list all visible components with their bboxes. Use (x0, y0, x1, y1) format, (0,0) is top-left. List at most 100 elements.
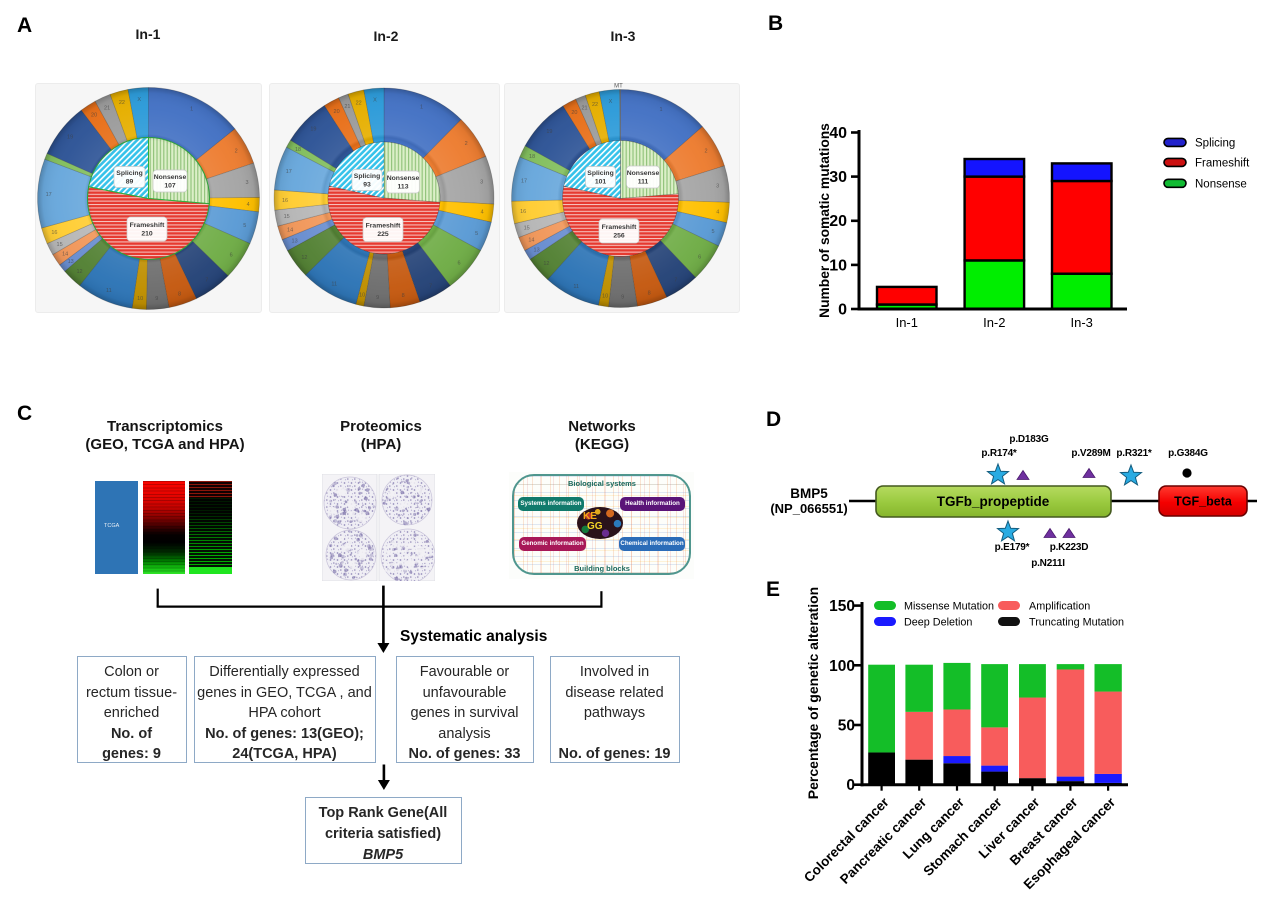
svg-text:14: 14 (287, 228, 293, 234)
svg-text:3: 3 (480, 180, 483, 186)
svg-text:Truncating Mutation: Truncating Mutation (1029, 617, 1124, 629)
svg-text:Frameshift: Frameshift (366, 222, 401, 229)
svg-text:15: 15 (524, 225, 530, 231)
svg-text:In-3: In-3 (1070, 315, 1092, 330)
svg-text:16: 16 (51, 230, 57, 236)
svg-text:Splicing: Splicing (1195, 137, 1235, 149)
svg-text:Splicing: Splicing (116, 170, 142, 177)
svg-text:9: 9 (155, 296, 158, 302)
svg-text:30: 30 (829, 169, 847, 186)
svg-text:11: 11 (106, 288, 112, 294)
svg-text:20: 20 (334, 109, 340, 115)
svg-text:7: 7 (674, 278, 677, 284)
svg-text:9: 9 (376, 295, 379, 301)
svg-text:101: 101 (595, 178, 607, 185)
svg-text:5: 5 (711, 229, 714, 235)
svg-text:4: 4 (481, 210, 484, 216)
svg-text:1: 1 (190, 106, 193, 112)
svg-text:22: 22 (356, 100, 362, 106)
svg-text:22: 22 (592, 102, 598, 108)
svg-text:19: 19 (310, 127, 316, 133)
svg-text:(NP_066551): (NP_066551) (770, 501, 847, 516)
svg-text:MT: MT (614, 84, 623, 90)
svg-text:TGFb_propeptide: TGFb_propeptide (937, 494, 1050, 509)
svg-text:4: 4 (247, 202, 250, 208)
svg-text:13: 13 (292, 239, 298, 245)
svg-text:5: 5 (475, 231, 478, 237)
svg-text:0: 0 (838, 302, 847, 319)
svg-text:17: 17 (521, 179, 527, 185)
svg-text:12: 12 (543, 261, 549, 267)
svg-text:Nonsense: Nonsense (1195, 178, 1247, 190)
svg-text:93: 93 (363, 181, 371, 188)
svg-text:p.R321*: p.R321* (1116, 448, 1152, 459)
svg-text:X: X (609, 99, 613, 105)
svg-text:20: 20 (571, 110, 577, 116)
svg-text:9: 9 (621, 295, 624, 301)
svg-text:3: 3 (245, 180, 248, 186)
svg-text:15: 15 (57, 242, 63, 248)
svg-text:Frameshift: Frameshift (1195, 157, 1250, 169)
svg-text:256: 256 (613, 232, 625, 239)
svg-text:2: 2 (465, 141, 468, 147)
svg-text:3: 3 (716, 183, 719, 189)
svg-text:7: 7 (205, 278, 208, 284)
svg-text:Frameshift: Frameshift (130, 222, 165, 229)
svg-text:210: 210 (141, 230, 153, 237)
svg-text:7: 7 (429, 283, 432, 289)
svg-text:17: 17 (46, 192, 52, 198)
svg-text:2: 2 (235, 148, 238, 154)
svg-text:4: 4 (716, 209, 719, 215)
svg-text:150: 150 (829, 598, 855, 615)
svg-text:TGF_beta: TGF_beta (1174, 495, 1233, 509)
svg-text:8: 8 (402, 293, 405, 299)
svg-text:6: 6 (457, 261, 460, 267)
svg-text:Splicing: Splicing (354, 173, 380, 180)
svg-text:1: 1 (420, 104, 423, 110)
svg-text:p.D183G: p.D183G (1009, 434, 1049, 445)
svg-text:13: 13 (534, 247, 540, 253)
svg-text:Missense Mutation: Missense Mutation (904, 601, 994, 613)
svg-text:12: 12 (301, 255, 307, 261)
svg-text:18: 18 (529, 154, 535, 160)
svg-text:17: 17 (286, 169, 292, 175)
svg-text:113: 113 (398, 183, 409, 190)
svg-text:Percentage of genetic alterati: Percentage of genetic alteration (805, 587, 821, 799)
svg-text:100: 100 (829, 658, 855, 675)
svg-text:10: 10 (602, 293, 608, 299)
svg-text:89: 89 (126, 178, 134, 185)
svg-text:2: 2 (704, 148, 707, 154)
svg-text:16: 16 (282, 198, 288, 204)
svg-text:16: 16 (520, 209, 526, 215)
svg-text:X: X (137, 97, 141, 103)
svg-text:5: 5 (243, 223, 246, 229)
svg-text:10: 10 (829, 257, 847, 274)
svg-text:20: 20 (829, 213, 847, 230)
svg-text:107: 107 (164, 182, 176, 189)
svg-text:Number of somatic mutations: Number of somatic mutations (817, 123, 832, 318)
svg-text:20: 20 (91, 113, 97, 119)
svg-text:21: 21 (344, 104, 350, 110)
svg-text:Amplification: Amplification (1029, 601, 1090, 613)
svg-text:p.N211I: p.N211I (1031, 558, 1065, 569)
svg-text:18: 18 (295, 147, 301, 153)
svg-text:Splicing: Splicing (587, 170, 613, 177)
svg-text:12: 12 (76, 269, 82, 275)
svg-text:19: 19 (546, 129, 552, 135)
svg-text:14: 14 (62, 252, 68, 258)
svg-text:8: 8 (178, 292, 181, 298)
svg-text:40: 40 (829, 125, 847, 142)
svg-text:6: 6 (230, 253, 233, 259)
svg-text:In-1: In-1 (896, 315, 918, 330)
svg-text:0: 0 (846, 777, 855, 794)
svg-text:Nonsense: Nonsense (154, 174, 187, 181)
svg-text:21: 21 (581, 105, 587, 111)
svg-text:Nonsense: Nonsense (387, 175, 420, 182)
svg-text:111: 111 (638, 178, 649, 185)
svg-text:11: 11 (573, 284, 579, 290)
svg-text:X: X (373, 97, 377, 103)
svg-text:Nonsense: Nonsense (627, 170, 660, 177)
svg-text:10: 10 (137, 296, 143, 302)
svg-text:BMP5: BMP5 (790, 486, 828, 501)
svg-text:p.R174*: p.R174* (981, 448, 1017, 459)
